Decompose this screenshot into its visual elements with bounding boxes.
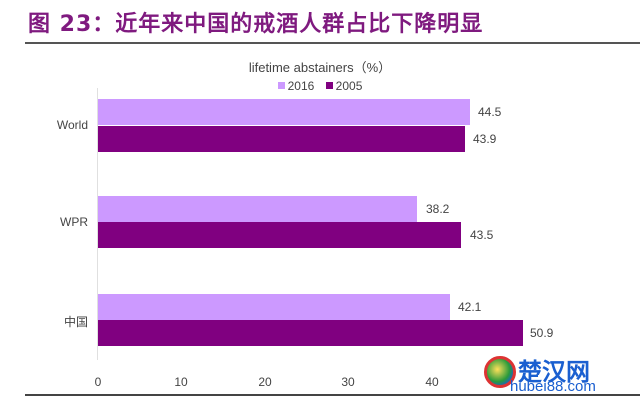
category-label-wpr: WPR: [60, 215, 88, 229]
value-label: 38.2: [426, 202, 450, 216]
legend-swatch-2005: [325, 82, 333, 89]
x-tick: 30: [341, 375, 355, 389]
value-label: 43.9: [473, 132, 497, 146]
x-tick: 0: [94, 375, 102, 389]
category-label-world: World: [56, 118, 88, 132]
category-label-china: 中国: [63, 315, 88, 329]
watermark-cn: 楚汉网: [518, 358, 590, 386]
bar-china-2005: [98, 320, 523, 346]
globe-icon: [484, 356, 516, 388]
value-label: 44.5: [478, 105, 502, 119]
legend: 2016 2005: [0, 79, 640, 93]
watermark-logo: 楚汉网 hubei88.com: [482, 352, 640, 398]
bar-world-2016: [98, 99, 470, 125]
bar-wpr-2016: [98, 196, 417, 222]
x-tick: 40: [425, 375, 439, 389]
bar-wpr-2005: [98, 222, 461, 248]
bar-world-2005: [98, 126, 465, 152]
legend-item-2016: 2016: [277, 79, 314, 93]
x-tick: 20: [258, 375, 272, 389]
title-divider: [25, 42, 640, 44]
bottom-divider: [25, 394, 640, 396]
value-label: 43.5: [470, 228, 494, 242]
bar-china-2016: [98, 294, 450, 320]
x-tick: 10: [174, 375, 188, 389]
chart-title: lifetime abstainers（%）: [248, 60, 392, 75]
value-label: 50.9: [530, 326, 554, 340]
legend-item-2005: 2005: [325, 79, 362, 93]
legend-swatch-2016: [277, 82, 285, 89]
value-label: 42.1: [458, 300, 482, 314]
category-axis: [97, 88, 98, 360]
figure-title: 图 23：近年来中国的戒酒人群占比下降明显: [28, 12, 484, 37]
watermark-en: hubei88.com: [510, 378, 596, 395]
